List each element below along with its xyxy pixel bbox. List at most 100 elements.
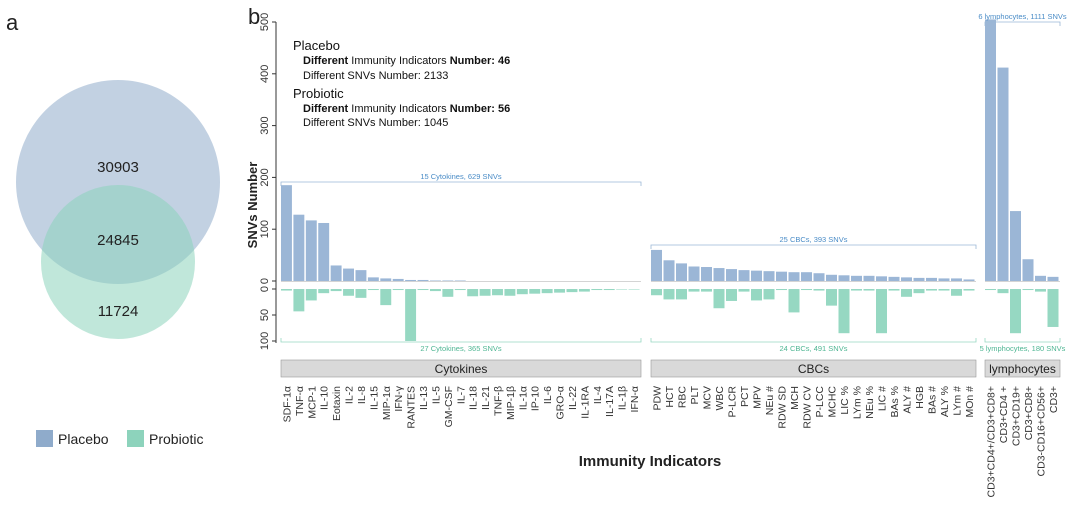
group-notes: 15 Cytokines, 629 SNVs 27 Cytokines, 365 … — [280, 12, 1067, 353]
x-tick-label: LYm % — [852, 386, 864, 419]
x-tick-label: IFN-γ — [393, 385, 405, 411]
y-ticks-bottom: 0 50 100 — [259, 286, 276, 350]
bar-probiotic — [504, 289, 516, 296]
x-tick-label: IL-1β — [617, 386, 629, 410]
bar-probiotic — [751, 289, 762, 301]
bar-placebo — [963, 279, 975, 281]
bar-placebo — [305, 220, 317, 281]
bar-probiotic — [985, 289, 996, 291]
bar-placebo — [380, 278, 392, 281]
bar-placebo — [763, 271, 775, 281]
bar-placebo — [293, 214, 305, 281]
bar-probiotic — [813, 289, 825, 291]
x-tick-label: RANTES — [406, 386, 418, 429]
x-tick-label: MCP-1 — [306, 386, 318, 419]
bar-probiotic — [788, 289, 800, 313]
bar-placebo — [951, 278, 962, 281]
bar-probiotic — [863, 289, 875, 291]
bar-probiotic — [417, 289, 429, 291]
group-strip — [650, 359, 977, 378]
bar-placebo — [901, 277, 912, 281]
x-tick-label: IL-5 — [430, 386, 442, 404]
bar-placebo — [801, 272, 812, 281]
y-tick-bottom-label: 0 — [259, 286, 271, 292]
x-tick-label: CD3+CD4 + — [998, 386, 1010, 443]
bar-probiotic — [938, 289, 950, 291]
bar-placebo — [318, 222, 330, 281]
y-tick-top-label: 500 — [259, 13, 271, 31]
info-placebo-snvs: Different SNVs Number: 2133 — [303, 70, 448, 82]
bar-probiotic — [429, 289, 441, 292]
bar-placebo — [888, 276, 900, 281]
bar-probiotic — [763, 289, 775, 300]
bar-placebo — [876, 276, 887, 281]
x-tick-label: HCT — [664, 385, 676, 407]
venn-placebo-only-count: 30903 — [97, 159, 139, 176]
placebo-bracket — [984, 21, 1061, 26]
bar-probiotic — [281, 289, 292, 291]
venn-overlap-count: 24845 — [97, 232, 139, 249]
x-tick-label: MCHC — [827, 386, 839, 418]
x-tick-label: IL-7 — [455, 386, 467, 404]
x-axis-label: Immunity Indicators — [579, 453, 722, 470]
bar-placebo — [1022, 259, 1034, 281]
group-strip-label: Cytokines — [435, 362, 488, 376]
bar-probiotic — [392, 289, 404, 291]
bar-probiotic — [726, 289, 737, 301]
bar-probiotic — [926, 289, 937, 291]
bar-probiotic — [801, 289, 812, 291]
panel-b: b SNVs Number Immunity Indicators Placeb… — [245, 4, 1067, 497]
bar-placebo — [938, 278, 950, 281]
x-tick-label: IP-10 — [530, 386, 542, 411]
x-tick-label: ALY # — [902, 386, 914, 414]
x-tick-label: PLT — [689, 385, 701, 404]
x-tick-label: RDW CV — [802, 386, 814, 429]
venn-probiotic-circle — [41, 185, 195, 339]
bar-probiotic — [1022, 289, 1034, 291]
x-tick-label: IL-4 — [592, 386, 604, 404]
y-tick-top-label: 400 — [259, 65, 271, 83]
bar-placebo — [788, 272, 800, 281]
y-tick-bottom-label: 50 — [259, 309, 271, 321]
bar-placebo — [985, 19, 996, 281]
info-probiotic-indicators-c: Number: 56 — [447, 103, 511, 115]
bar-probiotic — [997, 289, 1009, 294]
x-tick-label: PCT — [739, 385, 751, 407]
info-placebo-title: Placebo — [293, 38, 340, 53]
legend-placebo-label: Placebo — [58, 431, 109, 447]
bar-probiotic — [663, 289, 675, 300]
bar-probiotic — [554, 289, 566, 293]
probiotic-bracket — [280, 338, 642, 343]
x-tick-label: MPV — [752, 386, 764, 409]
x-tick-label: BAs % — [889, 386, 901, 418]
x-tick-label: IFN-α — [629, 386, 641, 412]
bar-probiotic — [566, 289, 578, 293]
x-tick-label: MCV — [702, 386, 714, 409]
y-axis-label: SNVs Number — [245, 162, 260, 249]
bar-probiotic — [1047, 289, 1059, 327]
x-tick-label: ALY % — [939, 386, 951, 417]
x-tick-label: LYm # — [952, 386, 964, 416]
x-tick-label: IL-10 — [319, 386, 331, 410]
bar-placebo — [751, 270, 762, 281]
bar-probiotic — [355, 289, 367, 298]
x-tick-label: MOn # — [964, 386, 976, 418]
info-placebo-indicators: Different Immunity Indicators Number: 46 — [303, 55, 510, 67]
y-tick-top-label: 200 — [259, 168, 271, 186]
group-strips: Cytokines CBCs lymphocytes — [280, 359, 1061, 378]
x-tick-label: IL-13 — [418, 386, 430, 410]
info-probiotic-snvs: Different SNVs Number: 1045 — [303, 117, 448, 129]
bar-probiotic — [305, 289, 317, 301]
x-tick-label: P-LCC — [814, 386, 826, 418]
panel-a: a 30903 24845 11724 Placebo Probiotic — [6, 10, 220, 447]
bar-probiotic — [591, 289, 603, 291]
x-tick-label: CD3+CD4+/CD3+CD8+ — [986, 386, 998, 497]
bar-placebo — [776, 271, 787, 281]
x-tick-label: P-LCR — [727, 386, 739, 418]
x-tick-label: IL-2 — [344, 386, 356, 404]
bar-placebo — [838, 275, 850, 281]
bar-probiotic — [467, 289, 479, 297]
bar-probiotic — [851, 289, 862, 291]
bar-probiotic — [454, 289, 466, 291]
x-tick-label: HGB — [914, 386, 926, 409]
